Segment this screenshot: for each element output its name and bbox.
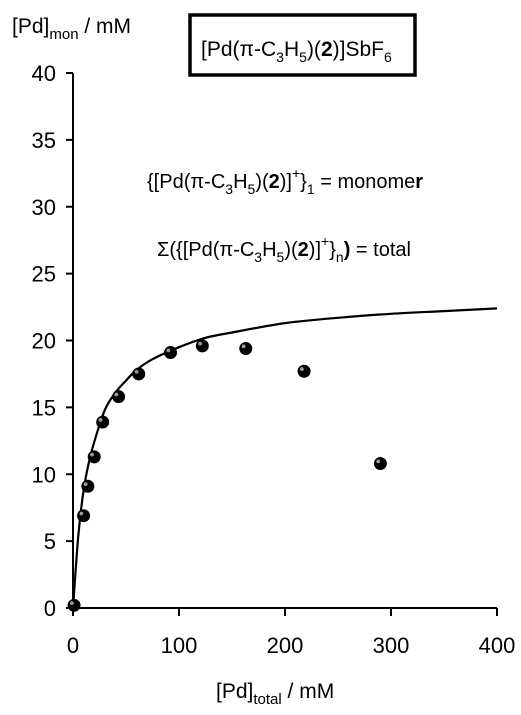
y-tick-label: 40: [32, 61, 56, 86]
x-axis-label: [Pd]total / mM: [216, 680, 334, 708]
y-tick-label: 5: [44, 529, 56, 554]
data-point: [81, 479, 95, 493]
y-tick-label: 35: [32, 128, 56, 153]
y-tick-label: 20: [32, 329, 56, 354]
data-point: [195, 339, 209, 353]
x-tick-label: 100: [161, 633, 198, 658]
data-point: [112, 390, 126, 404]
data-point: [87, 450, 101, 464]
x-tick-label: 0: [67, 633, 79, 658]
data-point: [77, 509, 91, 523]
x-tick-label: 300: [373, 633, 410, 658]
data-point: [132, 367, 146, 381]
y-tick-label: 25: [32, 262, 56, 287]
y-axis-label: [Pd]mon / mM: [12, 15, 131, 43]
data-point: [67, 598, 81, 612]
data-point: [373, 457, 387, 471]
chart-title: [Pd(π-C3H5)(2)]SbF6: [201, 38, 392, 65]
y-tick-label: 30: [32, 195, 56, 220]
annotation-total: Σ({[Pd(π-C3H5)(2)]+}n) = total: [157, 233, 411, 265]
x-tick-label: 200: [267, 633, 304, 658]
x-tick-label: 400: [479, 633, 516, 658]
y-tick-label: 0: [44, 596, 56, 621]
y-tick-label: 10: [32, 462, 56, 487]
data-point: [297, 364, 311, 378]
title-box: [188, 13, 417, 77]
data-point: [164, 346, 178, 360]
fit-curve-line: [71, 307, 498, 609]
annotation-monomer: {[Pd(π-C3H5)(2)]+}1 = monomer: [147, 165, 423, 197]
data-point: [239, 342, 253, 356]
data-point: [96, 415, 110, 429]
y-tick-label: 15: [32, 395, 56, 420]
